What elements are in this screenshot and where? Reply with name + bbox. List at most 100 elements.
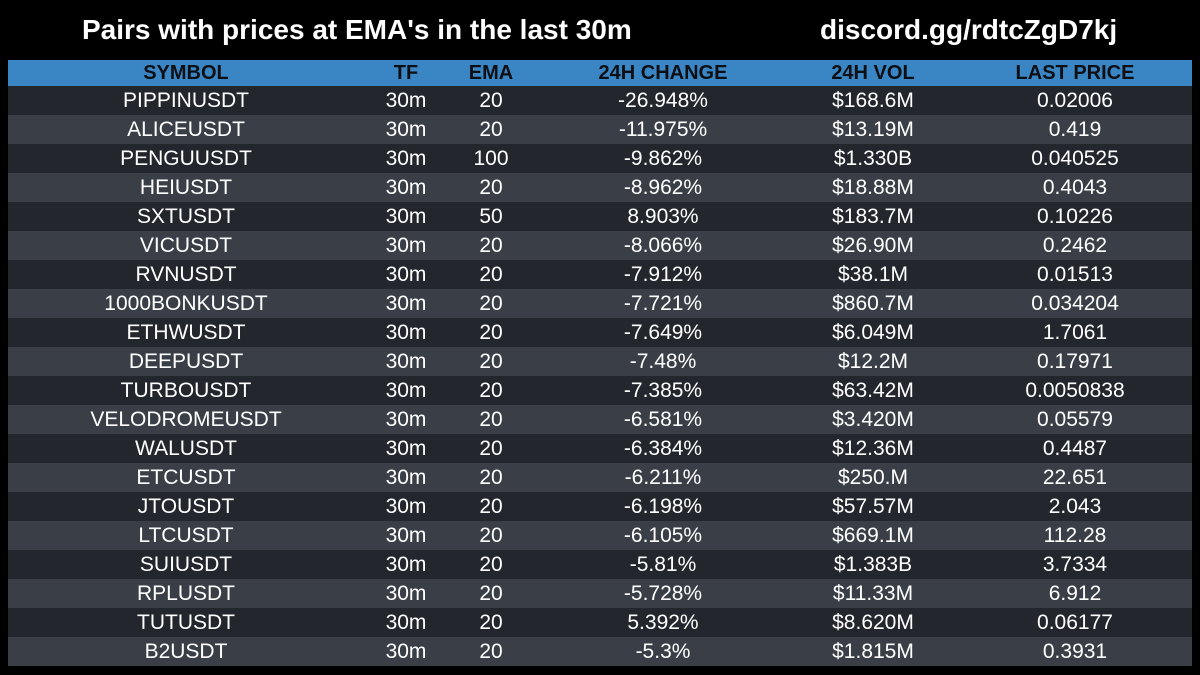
- table-row[interactable]: VELODROMEUSDT 30m 20 -6.581% $3.420M 0.05579: [8, 405, 1192, 434]
- cell-24h-vol: $12.36M: [832, 436, 914, 460]
- table-row[interactable]: B2USDT 30m 20 -5.3% $1.815M 0.3931: [8, 637, 1192, 666]
- cell-24h-vol: $12.2M: [837, 349, 909, 373]
- cell-last-price: 0.0050838: [1025, 378, 1125, 402]
- cell-24h-change: -5.3%: [635, 639, 691, 663]
- table-row[interactable]: JTOUSDT 30m 20 -6.198% $57.57M 2.043: [8, 492, 1192, 521]
- cell-last-price: 0.4043: [1042, 175, 1108, 199]
- cell-ema: 20: [479, 523, 503, 547]
- cell-ema: 20: [479, 262, 503, 286]
- table-row[interactable]: TUTUSDT 30m 20 5.392% $8.620M 0.06177: [8, 608, 1192, 637]
- cell-last-price: 2.043: [1048, 494, 1102, 518]
- table-row[interactable]: LTCUSDT 30m 20 -6.105% $669.1M 112.28: [8, 521, 1192, 550]
- cell-tf: 30m: [385, 146, 427, 170]
- cell-tf: 30m: [385, 233, 427, 257]
- cell-ema: 20: [479, 291, 503, 315]
- cell-symbol: ETCUSDT: [136, 465, 236, 489]
- table-row[interactable]: SXTUSDT 30m 50 8.903% $183.7M 0.10226: [8, 202, 1192, 231]
- cell-ema: 20: [479, 552, 503, 576]
- cell-symbol: PIPPINUSDT: [122, 88, 250, 112]
- cell-last-price: 0.3931: [1042, 639, 1108, 663]
- cell-24h-change: -9.862%: [623, 146, 703, 170]
- table-row[interactable]: RVNUSDT 30m 20 -7.912% $38.1M 0.01513: [8, 260, 1192, 289]
- cell-last-price: 0.10226: [1037, 204, 1113, 228]
- cell-24h-vol: $183.7M: [832, 204, 914, 228]
- cell-last-price: 0.01513: [1037, 262, 1113, 286]
- cell-ema: 20: [479, 349, 503, 373]
- table-row[interactable]: PENGUUSDT 30m 100 -9.862% $1.330B 0.040525: [8, 144, 1192, 173]
- cell-symbol: JTOUSDT: [137, 494, 235, 518]
- cell-symbol: WALUSDT: [135, 436, 237, 460]
- cell-ema: 20: [479, 175, 503, 199]
- cell-last-price: 0.17971: [1037, 349, 1113, 373]
- cell-symbol: 1000BONKUSDT: [104, 291, 268, 315]
- cell-last-price: 112.28: [1043, 523, 1107, 547]
- cell-last-price: 22.651: [1042, 465, 1108, 489]
- cell-symbol: RPLUSDT: [136, 581, 236, 605]
- column-header-24h-vol[interactable]: 24H VOL: [831, 61, 915, 84]
- column-header-tf[interactable]: TF: [393, 61, 419, 84]
- table-row[interactable]: 1000BONKUSDT 30m 20 -7.721% $860.7M 0.034204: [8, 289, 1192, 318]
- cell-24h-vol: $168.6M: [832, 88, 914, 112]
- cell-24h-change: 5.392%: [627, 610, 699, 634]
- cell-symbol: DEEPUSDT: [128, 349, 244, 373]
- cell-ema: 20: [479, 117, 503, 141]
- table-row[interactable]: HEIUSDT 30m 20 -8.962% $18.88M 0.4043: [8, 173, 1192, 202]
- table-row[interactable]: DEEPUSDT 30m 20 -7.48% $12.2M 0.17971: [8, 347, 1192, 376]
- column-header-symbol[interactable]: SYMBOL: [143, 61, 229, 84]
- cell-tf: 30m: [385, 610, 427, 634]
- table-row[interactable]: ALICEUSDT 30m 20 -11.975% $13.19M 0.419: [8, 115, 1192, 144]
- column-header-ema[interactable]: EMA: [468, 61, 514, 84]
- cell-24h-vol: $18.88M: [832, 175, 914, 199]
- cell-tf: 30m: [385, 378, 427, 402]
- column-header-last-price[interactable]: LAST PRICE: [1015, 61, 1135, 84]
- cell-24h-change: -7.649%: [623, 320, 703, 344]
- pairs-table: SYMBOL TF EMA 24H CHANGE 24H VOL LAST PR…: [8, 60, 1192, 666]
- cell-ema: 100: [473, 146, 509, 170]
- cell-symbol: B2USDT: [144, 639, 228, 663]
- cell-ema: 50: [479, 204, 503, 228]
- table-row[interactable]: VICUSDT 30m 20 -8.066% $26.90M 0.2462: [8, 231, 1192, 260]
- table-body: PIPPINUSDT 30m 20 -26.948% $168.6M 0.02006 ALI…: [8, 86, 1192, 666]
- cell-tf: 30m: [385, 291, 427, 315]
- cell-symbol: ETHWUSDT: [126, 320, 246, 344]
- cell-symbol: VELODROMEUSDT: [90, 407, 282, 431]
- cell-ema: 20: [479, 378, 503, 402]
- cell-tf: 30m: [385, 465, 427, 489]
- cell-tf: 30m: [385, 204, 427, 228]
- table-row[interactable]: ETHWUSDT 30m 20 -7.649% $6.049M 1.7061: [8, 318, 1192, 347]
- cell-24h-vol: $1.330B: [833, 146, 913, 170]
- cell-tf: 30m: [385, 639, 427, 663]
- cell-tf: 30m: [385, 349, 427, 373]
- cell-symbol: SUIUSDT: [139, 552, 233, 576]
- table-row[interactable]: ETCUSDT 30m 20 -6.211% $250.M 22.651: [8, 463, 1192, 492]
- cell-24h-vol: $669.1M: [832, 523, 914, 547]
- cell-symbol: TUTUSDT: [137, 610, 235, 634]
- cell-last-price: 6.912: [1048, 581, 1102, 605]
- cell-24h-vol: $860.7M: [832, 291, 914, 315]
- discord-invite-link[interactable]: discord.gg/rdtcZgD7kj: [820, 14, 1118, 45]
- cell-tf: 30m: [385, 494, 427, 518]
- cell-ema: 20: [479, 320, 503, 344]
- cell-24h-change: -8.962%: [623, 175, 703, 199]
- table-row[interactable]: PIPPINUSDT 30m 20 -26.948% $168.6M 0.02006: [8, 86, 1192, 115]
- cell-last-price: 0.05579: [1037, 407, 1113, 431]
- cell-last-price: 0.4487: [1042, 436, 1108, 460]
- cell-symbol: ALICEUSDT: [127, 117, 245, 141]
- cell-24h-vol: $1.383B: [833, 552, 913, 576]
- cell-24h-vol: $8.620M: [832, 610, 914, 634]
- column-header-24h-change[interactable]: 24H CHANGE: [598, 61, 728, 84]
- table-row[interactable]: RPLUSDT 30m 20 -5.728% $11.33M 6.912: [8, 579, 1192, 608]
- table-row[interactable]: SUIUSDT 30m 20 -5.81% $1.383B 3.7334: [8, 550, 1192, 579]
- table-row[interactable]: WALUSDT 30m 20 -6.384% $12.36M 0.4487: [8, 434, 1192, 463]
- cell-24h-change: -6.581%: [623, 407, 703, 431]
- cell-tf: 30m: [385, 88, 427, 112]
- cell-24h-vol: $1.815M: [832, 639, 914, 663]
- table-row[interactable]: TURBOUSDT 30m 20 -7.385% $63.42M 0.0050838: [8, 376, 1192, 405]
- cell-24h-change: -7.912%: [623, 262, 703, 286]
- cell-ema: 20: [479, 407, 503, 431]
- cell-tf: 30m: [385, 581, 427, 605]
- cell-24h-change: -5.728%: [623, 581, 703, 605]
- cell-24h-change: -8.066%: [623, 233, 703, 257]
- title-bar: Pairs with prices at EMA's in the last 3…: [0, 0, 1200, 60]
